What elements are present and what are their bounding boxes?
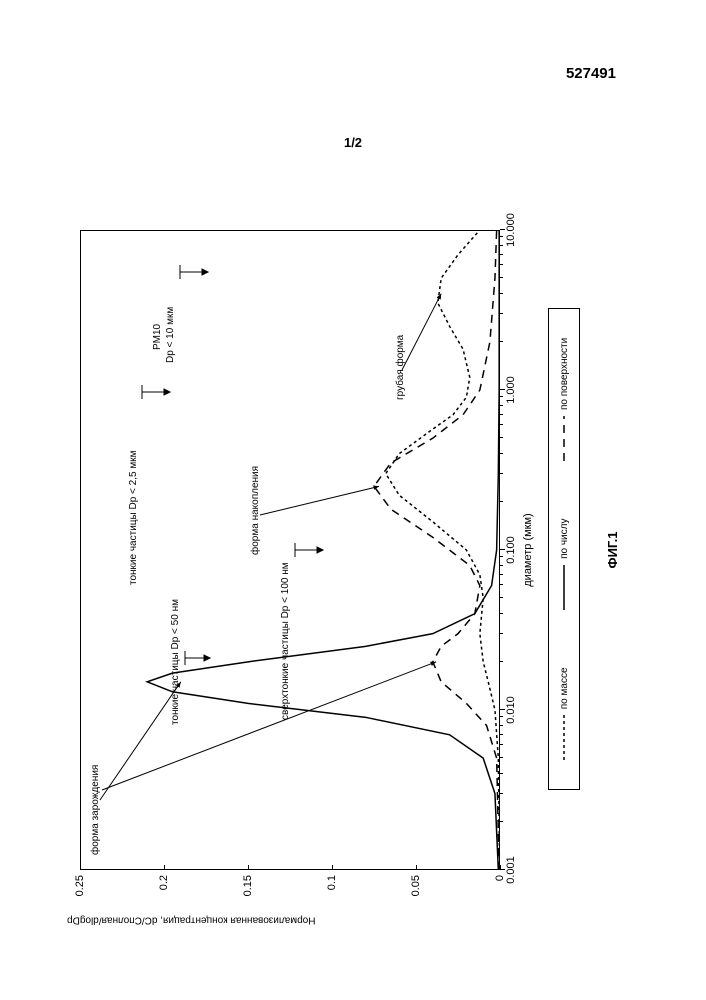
xtick-minor [500, 565, 503, 566]
xtick-label: 0.001 [505, 856, 517, 884]
legend-item-surface: по поверхности [558, 338, 570, 461]
xtick-minor [500, 341, 503, 342]
xtick-minor [500, 661, 503, 662]
xtick-minor [500, 725, 503, 726]
xtick-label: 1.000 [505, 376, 517, 404]
legend-item-mass: по массе [558, 667, 570, 760]
legend-label-mass: по массе [559, 667, 570, 709]
ytick-label: 0.05 [410, 875, 422, 915]
xtick-minor [500, 793, 503, 794]
ytick-label: 0.1 [326, 875, 338, 915]
xtick-minor [500, 574, 503, 575]
ytick-label: 0.2 [158, 875, 170, 915]
x-axis-label: диаметр (мкм) [522, 230, 534, 870]
xtick [500, 229, 505, 230]
anno-pm10-b: Dp < 10 мкм [165, 307, 176, 363]
xtick-minor [500, 821, 503, 822]
xtick-minor [500, 716, 503, 717]
figure-caption: ФИГ.1 [605, 230, 620, 870]
doc-number: 527491 [566, 65, 616, 82]
xtick-minor [500, 437, 503, 438]
xtick-minor [500, 453, 503, 454]
xtick-minor [500, 757, 503, 758]
legend-item-number: по числу [558, 519, 570, 610]
xtick-minor [500, 473, 503, 474]
ytick-label: 0.15 [242, 875, 254, 915]
xtick [500, 549, 505, 550]
xtick-minor [500, 745, 503, 746]
anno-pm10-a: PM10 [152, 324, 163, 350]
xtick-minor [500, 734, 503, 735]
xtick-minor [500, 293, 503, 294]
xtick-minor [500, 313, 503, 314]
xtick-minor [500, 236, 503, 237]
curve-mass [386, 230, 500, 870]
xtick-minor [500, 633, 503, 634]
chart-curves [80, 230, 500, 870]
xtick-minor [500, 396, 503, 397]
xtick-minor [500, 414, 503, 415]
legend-label-number: по числу [559, 519, 570, 559]
ytick-label: 0.25 [74, 875, 86, 915]
xtick-minor [500, 425, 503, 426]
arrow-nucleation [100, 682, 181, 800]
xtick-minor [500, 254, 503, 255]
xtick-minor [500, 613, 503, 614]
anno-accumulation: форма накопления [250, 466, 261, 555]
xtick-label: 10.000 [505, 213, 517, 247]
xtick [500, 869, 505, 870]
rotated-figure-wrapper: Нормализованная концентрация, dC/Cполная… [60, 180, 660, 930]
legend: по массе по числу по поверхности [548, 308, 580, 790]
xtick-minor [500, 773, 503, 774]
arrow-accumulation [260, 485, 379, 515]
xtick-minor [500, 501, 503, 502]
legend-label-surface: по поверхности [559, 338, 570, 410]
xtick [500, 709, 505, 710]
y-axis-label: Нормализованная концентрация, dC/Cполная… [276, 915, 316, 926]
page-indicator: 1/2 [344, 135, 362, 150]
xtick-label: 0.010 [505, 696, 517, 724]
anno-fine50: тонкие частицы Dp < 50 нм [170, 599, 181, 725]
anno-coarse: грубая форма [395, 335, 406, 400]
xtick-minor [500, 277, 503, 278]
arrow-coarse [402, 294, 441, 370]
curve-number [147, 230, 499, 870]
page: 527491 1/2 Нормализованная концентрация,… [0, 0, 706, 1000]
legend-line-surface [558, 416, 570, 461]
xtick-minor [500, 597, 503, 598]
xtick-minor [500, 405, 503, 406]
xtick [500, 389, 505, 390]
xtick-minor [500, 245, 503, 246]
anno-nucleation: форма зарождения [90, 765, 101, 855]
xtick-minor [500, 585, 503, 586]
xtick-label: 0.100 [505, 536, 517, 564]
anno-fine25: тонкие частицы Dp < 2,5 мкм [128, 451, 139, 585]
legend-line-mass [558, 715, 570, 760]
legend-line-number [558, 565, 570, 610]
xtick-minor [500, 556, 503, 557]
anno-ultrafine: сверхтонкие частицы Dp < 100 нм [280, 562, 291, 720]
figure: Нормализованная концентрация, dC/Cполная… [60, 180, 660, 930]
curve-surface [374, 230, 499, 870]
xtick-minor [500, 265, 503, 266]
